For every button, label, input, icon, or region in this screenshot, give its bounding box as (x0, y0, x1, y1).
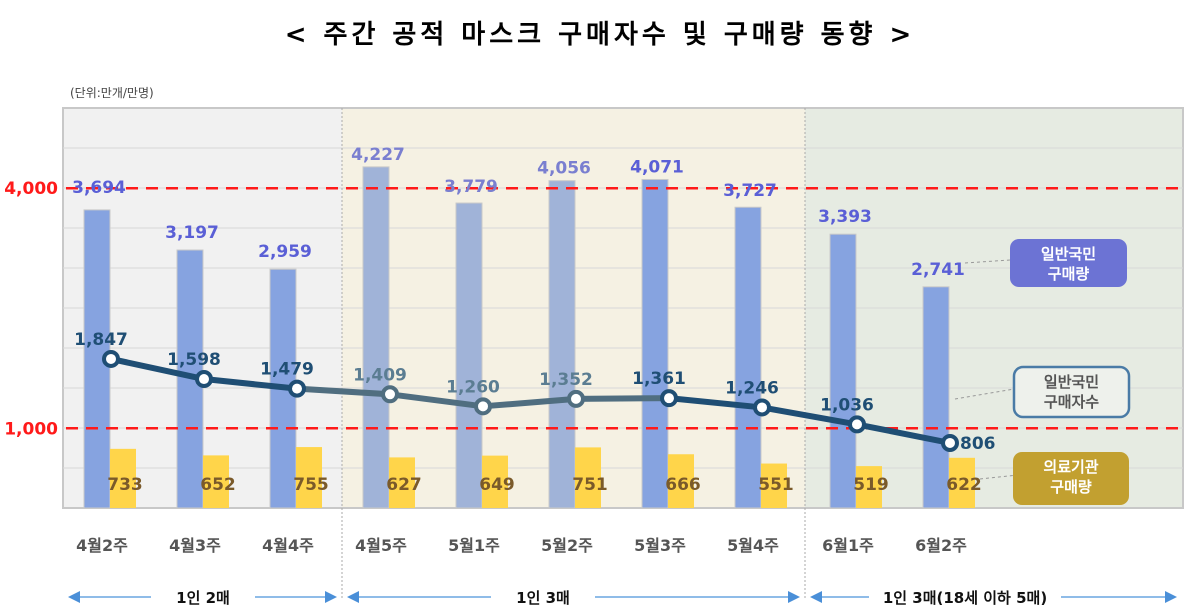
value-label-medical: 751 (572, 475, 608, 495)
value-label-general: 3,393 (818, 207, 872, 227)
value-label-buyers: 1,036 (820, 395, 874, 415)
legend-label: 구매량 (1048, 265, 1090, 283)
value-label-medical: 733 (107, 475, 143, 495)
bar-general (548, 180, 576, 509)
buyers-line (102, 349, 959, 452)
x-axis-label: 4월2주 (76, 536, 128, 555)
bar-medical (575, 447, 601, 508)
x-axis-label: 6월2주 (915, 536, 967, 555)
legend-label: 의료기관 (1043, 458, 1098, 476)
value-label-general: 2,741 (911, 260, 965, 280)
value-label-buyers: 1,847 (74, 330, 128, 350)
line-marker (848, 415, 866, 434)
value-label-buyers: 1,246 (725, 378, 779, 398)
period-label: 1인 3매(18세 이하 5매) (883, 589, 1047, 607)
legend-label: 일반국민 (1044, 373, 1099, 391)
unit-label: (단위:만개/만명) (70, 86, 154, 100)
value-label-medical: 666 (665, 475, 701, 495)
legend-label: 구매량 (1050, 478, 1092, 496)
legend-label: 구매자수 (1044, 393, 1099, 411)
value-label-general: 4,227 (351, 145, 405, 165)
value-label-buyers: 1,260 (446, 377, 500, 397)
y-tick-label: 1,000 (4, 419, 58, 439)
period-label: 1인 3매 (516, 589, 570, 607)
bar-medical (949, 457, 975, 508)
legend-box (1012, 365, 1131, 419)
bar-medical (668, 454, 694, 508)
value-label-medical: 627 (386, 475, 422, 495)
bar-general (455, 202, 483, 509)
bar-general (362, 166, 390, 509)
x-axis-label: 6월1주 (822, 536, 874, 555)
value-label-general: 4,071 (630, 157, 684, 177)
period-label: 1인 2매 (176, 589, 230, 607)
line-marker (753, 398, 771, 417)
legend-label: 일반국민 (1041, 245, 1096, 263)
bar-general (734, 206, 762, 509)
x-axis-label: 5월2주 (541, 536, 593, 555)
chart-title: < 주간 공적 마스크 구매자수 및 구매량 동향 > (284, 20, 916, 50)
bar-general (641, 178, 669, 509)
value-label-buyers: 1,409 (353, 365, 407, 385)
x-axis-label: 5월3주 (634, 536, 686, 555)
value-label-general: 4,056 (537, 159, 591, 179)
value-label-medical: 652 (200, 475, 236, 495)
line-marker (288, 379, 306, 398)
line-marker (381, 385, 399, 404)
x-axis-label: 4월3주 (169, 536, 221, 555)
bar-medical (110, 448, 136, 508)
value-label-buyers: 1,361 (632, 369, 686, 389)
value-label-general: 2,959 (258, 242, 312, 262)
value-label-general: 3,197 (165, 223, 219, 243)
line-marker (102, 349, 120, 368)
value-label-medical: 551 (758, 475, 794, 495)
value-label-medical: 519 (853, 475, 889, 495)
x-axis-labels: 4월2주 4월3주 4월4주 4월5주 5월1주 5월2주 5월3주 5월4주 6월1주 6월2주 (76, 536, 967, 555)
line-marker (567, 389, 585, 408)
x-axis-label: 5월1주 (448, 536, 500, 555)
bar-medical (296, 447, 322, 508)
y-tick-label: 4,000 (4, 179, 58, 199)
value-label-buyers: 1,598 (167, 350, 221, 370)
line-marker (195, 370, 213, 389)
value-label-medical: 755 (293, 475, 329, 495)
bar-medical (856, 466, 882, 508)
legend-box (1013, 452, 1129, 505)
bar-medical (761, 463, 787, 508)
x-axis-label: 5월4주 (727, 536, 779, 555)
bar-general (829, 233, 857, 509)
line-marker (474, 397, 492, 416)
period-annotations: 1인 2매 1인 3매 1인 3매(18세 이하 5매) (68, 589, 1177, 607)
x-axis-label: 4월5주 (355, 536, 407, 555)
bars (83, 166, 975, 509)
value-label-general: 3,727 (723, 181, 777, 201)
data-labels: 3,694 3,197 2,959 4,227 3,779 4,056 4,071 3,727… (72, 145, 995, 495)
bar-general (922, 286, 950, 509)
value-label-buyers: 1,479 (260, 360, 314, 380)
value-label-general: 3,694 (72, 178, 126, 198)
line-marker (660, 389, 678, 408)
line-marker (941, 433, 959, 452)
bar-medical (203, 455, 229, 508)
bar-medical (389, 457, 415, 508)
value-label-general: 3,779 (444, 177, 498, 197)
x-axis-label: 4월4주 (262, 536, 314, 555)
reference-lines: 4,000 1,000 (4, 179, 1183, 439)
value-label-medical: 622 (946, 475, 982, 495)
bar-medical (482, 455, 508, 508)
value-label-medical: 649 (479, 475, 515, 495)
value-label-buyers: 1,352 (539, 370, 593, 390)
value-label-buyers: 806 (960, 434, 996, 454)
legend-box (1010, 239, 1127, 287)
